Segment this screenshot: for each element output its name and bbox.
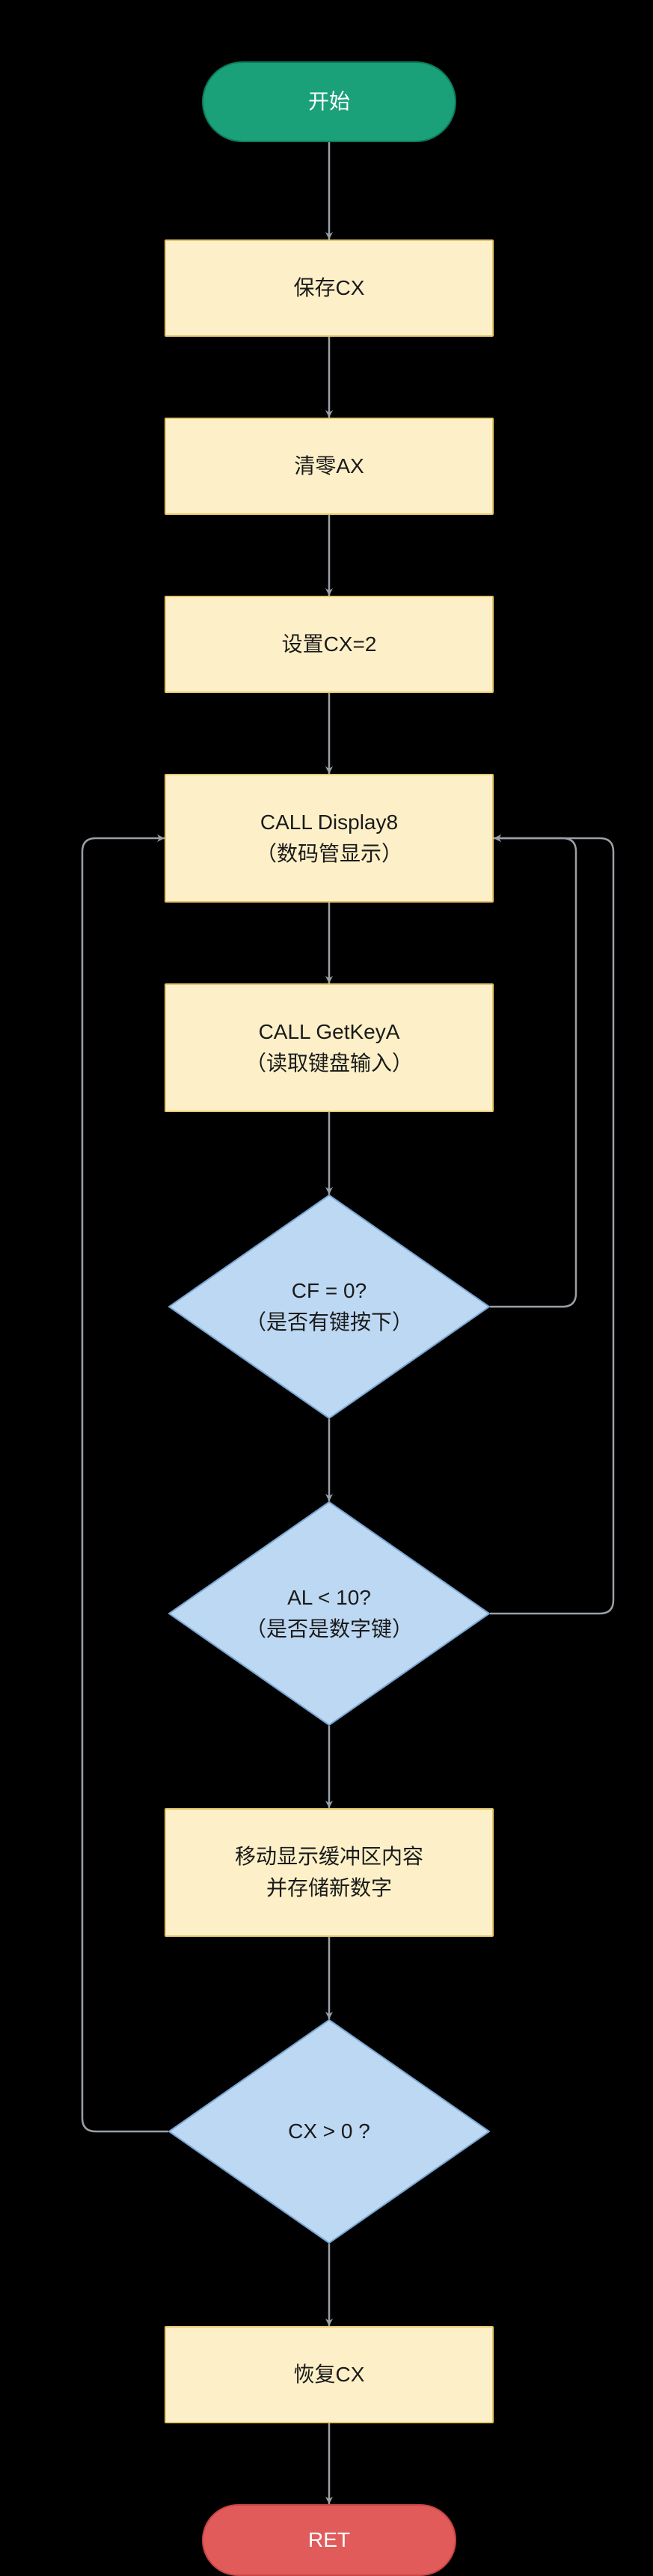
flowchart-canvas: 开始保存CX 清零AX 设置CX=2 CALL Display8 （数码管显示） CAL… [0,0,653,2540]
node-label-ret: RET [308,2524,350,2556]
node-label-movebuf: 移动显示缓冲区内容 并存储新数字 [235,1841,423,1904]
node-disp8: CALL Display8 （数码管显示） [165,774,494,903]
node-label-cxgt0: CX > 0 ? [266,2116,393,2147]
node-label-start: 开始 [308,86,350,117]
node-ret: RET [202,2504,456,2576]
node-label-al10: AL < 10? （是否是数字键） [223,1582,435,1645]
node-label-cf0: CF = 0? （是否有键按下） [223,1275,435,1338]
node-cxgt0: CX > 0 ? [168,2019,490,2244]
edge-cxgt0-left-disp8-left [82,838,168,2131]
edge-al10-right-disp8-right [490,838,613,1614]
node-al10: AL < 10? （是否是数字键） [168,1501,490,1726]
edge-cf0-right-disp8-right [490,838,576,1307]
node-label-restcx: 恢复CX [294,2359,365,2390]
node-clearax: 清零AX [165,418,494,515]
node-getkey: CALL GetKeyA （读取键盘输入） [165,983,494,1112]
node-label-clearax: 清零AX [294,451,364,482]
node-label-disp8: CALL Display8 （数码管显示） [256,807,402,870]
node-cf0: CF = 0? （是否有键按下） [168,1194,490,1419]
node-restcx: 恢复CX [165,2326,494,2423]
node-setcx: 设置CX=2 [165,596,494,693]
node-label-savecx: 保存CX [294,272,365,304]
node-label-setcx: 设置CX=2 [282,629,377,660]
node-movebuf: 移动显示缓冲区内容 并存储新数字 [165,1808,494,1937]
node-savecx: 保存CX [165,239,494,337]
node-start: 开始 [202,61,456,142]
node-label-getkey: CALL GetKeyA （读取键盘输入） [245,1016,413,1079]
